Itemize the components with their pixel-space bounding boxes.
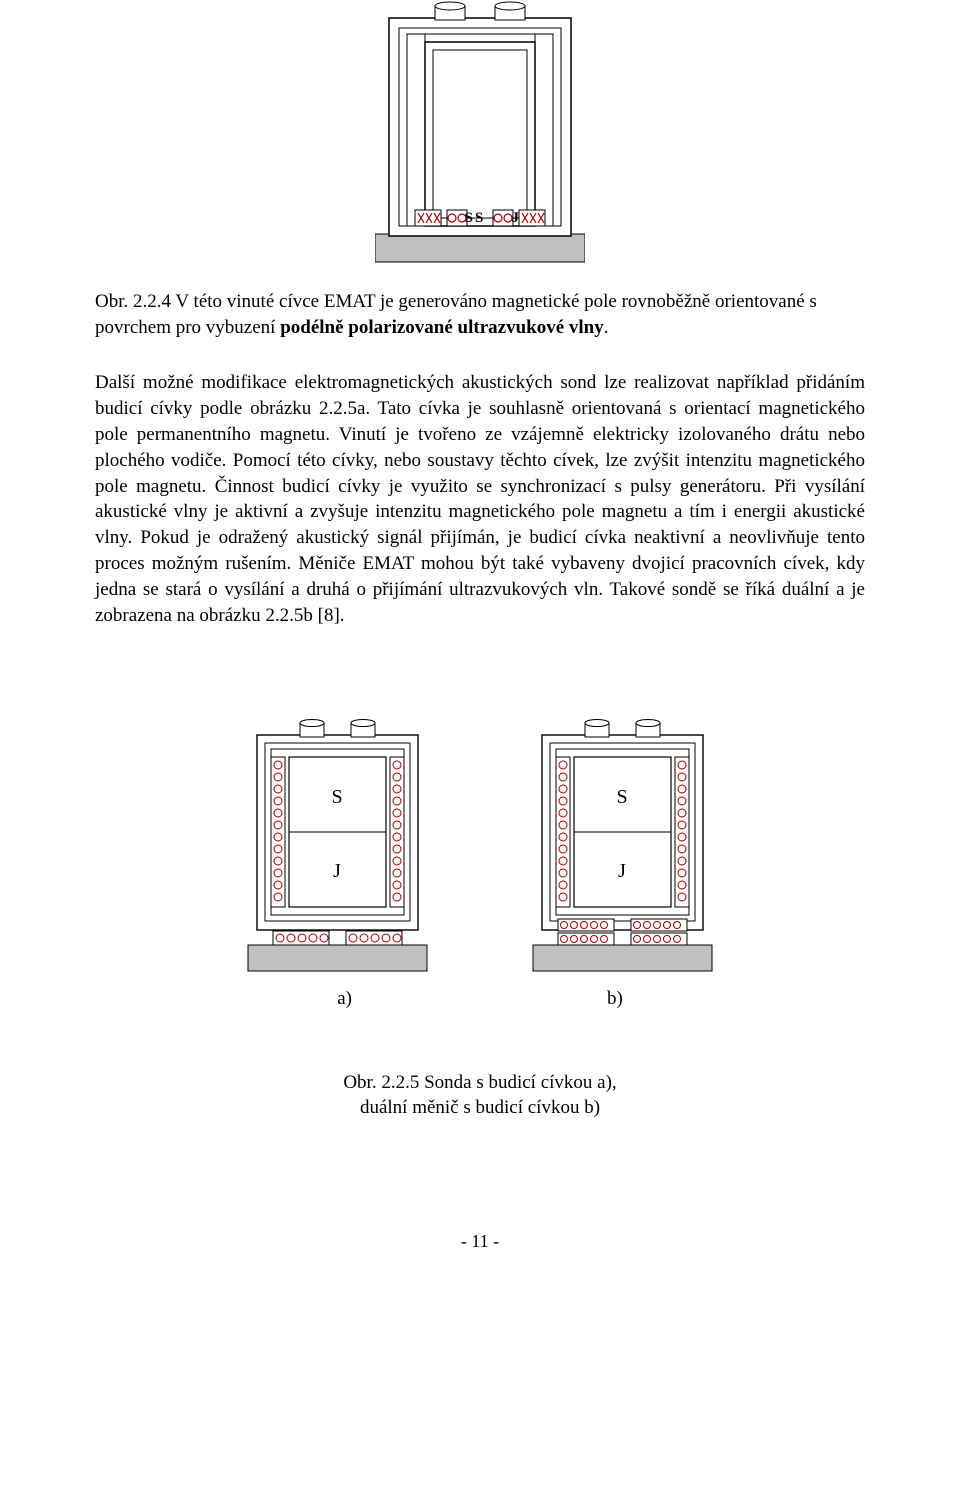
caption1-bold: podélně polarizované ultrazvukové vlny [280, 317, 604, 338]
caption2-line1: Obr. 2.2.5 Sonda s budicí cívkou a), [343, 1072, 616, 1093]
page-number: - 11 - [95, 1231, 865, 1252]
svg-text:J: J [512, 210, 520, 226]
figure-2-2-4-caption: Obr. 2.2.4 V této vinuté cívce EMAT je g… [95, 289, 865, 340]
probe-a-svg: S J [245, 719, 430, 974]
svg-text:S: S [331, 786, 342, 808]
figure-2-2-4: S J S [95, 0, 865, 265]
svg-text:S: S [465, 210, 473, 226]
figure-2-2-5-caption: Obr. 2.2.5 Sonda s budicí cívkou a), duá… [95, 1070, 865, 1121]
svg-text:J: J [618, 860, 626, 882]
svg-text:S: S [616, 786, 627, 808]
sublabel-a: a) [337, 988, 352, 1010]
body-paragraph: Další možné modifikace elektromagnetický… [95, 370, 865, 628]
svg-text:S: S [475, 210, 483, 226]
svg-text:J: J [333, 860, 341, 882]
probe-b-svg: S J [530, 719, 715, 974]
figure-2-2-5-sublabels: a) b) [95, 988, 865, 1010]
caption2-line2: duální měnič s budicí cívkou b) [360, 1097, 600, 1118]
sublabel-b: b) [607, 988, 623, 1010]
emat-probe-top-svg: S J S [375, 0, 585, 265]
figure-2-2-5: S J [95, 719, 865, 974]
caption1-suffix: . [604, 317, 609, 338]
